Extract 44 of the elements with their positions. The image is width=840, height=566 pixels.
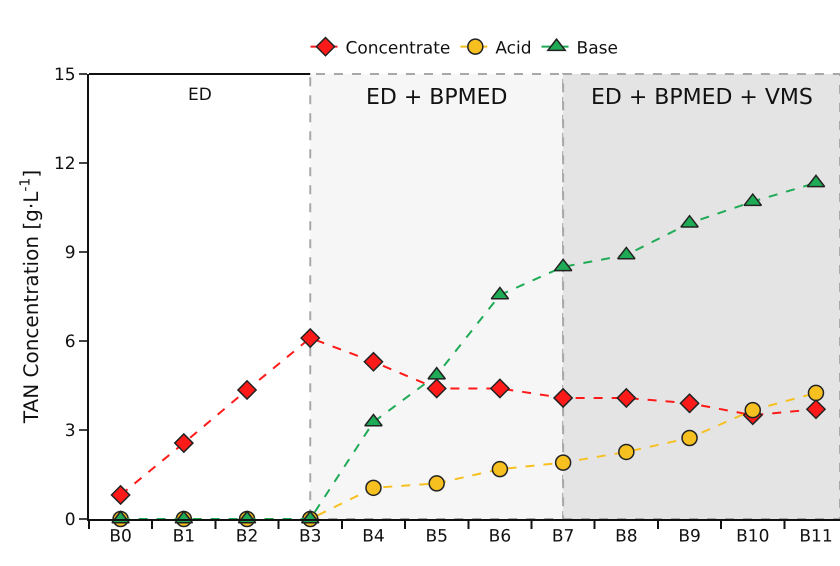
- x-tick-label: B8: [615, 526, 638, 546]
- point: [616, 388, 636, 408]
- point: [680, 393, 700, 414]
- point: [618, 444, 635, 460]
- point: [426, 378, 447, 398]
- x-tick-label: B4: [362, 526, 385, 546]
- point: [365, 480, 382, 496]
- x-tick-label: B2: [236, 526, 258, 546]
- x-tick-label: B0: [109, 526, 132, 546]
- y-tick-label: 12: [54, 154, 76, 174]
- point: [553, 388, 573, 408]
- y-tick-label: 0: [64, 510, 76, 530]
- point: [680, 214, 699, 228]
- y-tick-label: 15: [54, 64, 76, 85]
- point: [174, 433, 194, 453]
- y-tick-label: 3: [64, 420, 76, 441]
- y-tick-label: 6: [64, 332, 76, 352]
- annotation: ED: [188, 85, 212, 105]
- x-tick-label: B1: [172, 526, 196, 546]
- band-label: ED + BPMED + VMS: [591, 85, 813, 110]
- x-tick-label: B6: [488, 526, 512, 546]
- point: [300, 328, 320, 348]
- point: [492, 460, 508, 478]
- point: [364, 352, 384, 372]
- point: [237, 380, 257, 400]
- point: [808, 384, 824, 402]
- legend-label: Base: [576, 38, 618, 58]
- band-label: ED + BPMED: [366, 85, 508, 110]
- point: [554, 454, 572, 471]
- point: [490, 378, 510, 398]
- legend-label: Acid: [495, 38, 532, 58]
- point: [744, 402, 762, 418]
- x-tick-label: B3: [299, 526, 322, 546]
- x-tick-label: B11: [799, 526, 833, 546]
- y-tick-label: 9: [64, 242, 76, 263]
- x-tick-label: B9: [678, 526, 701, 546]
- x-tick-label: B5: [425, 526, 448, 546]
- point: [428, 475, 445, 492]
- point: [110, 485, 130, 505]
- point: [681, 430, 698, 446]
- point: [806, 399, 826, 420]
- x-tick-label: B7: [552, 526, 574, 546]
- x-tick-label: B10: [736, 526, 770, 546]
- legend-label: Concentrate: [346, 38, 450, 58]
